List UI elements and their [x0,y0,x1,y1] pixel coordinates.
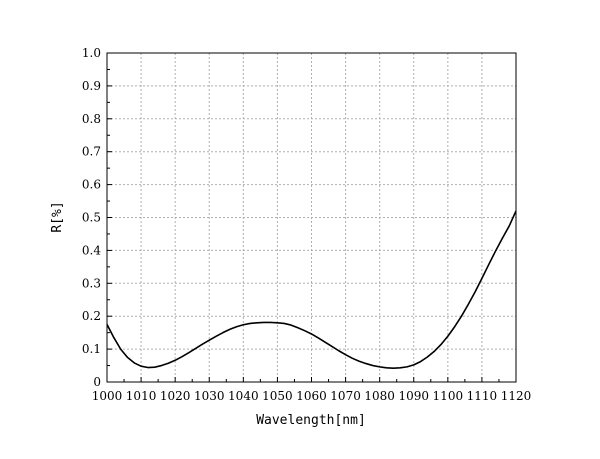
y-tick-label: 1.0 [82,46,101,60]
x-axis-title: Wavelength[nm] [256,413,366,428]
grid-lines [107,53,516,382]
y-tick-label: 0.6 [82,178,101,192]
y-tick-label: 0.8 [82,112,101,126]
y-tick-label: 0.5 [82,211,101,225]
x-tick-label: 1110 [467,389,498,403]
reflectance-curve [106,210,517,369]
y-tick-labels: 0 0.1 0.2 0.3 0.4 0.5 0.6 0.7 0.8 0.9 1.0 [82,46,101,389]
x-tick-label: 1050 [262,389,293,403]
x-tick-label: 1030 [194,389,225,403]
x-tick-label: 1120 [501,389,532,403]
x-tick-label: 1090 [398,389,429,403]
x-tick-label: 1060 [296,389,327,403]
x-tick-label: 1100 [433,389,464,403]
y-axis-title: R[%] [50,201,65,232]
y-tick-label: 0 [93,375,101,389]
x-tick-labels: 1000 1010 1020 1030 1040 1050 1060 1070 1080 1090… [92,389,532,403]
y-tick-label: 0.3 [82,276,101,290]
y-tick-label: 0.4 [82,243,101,257]
x-tick-label: 1080 [364,389,395,403]
y-tick-label: 0.7 [82,145,101,159]
axis-ticks [106,52,517,383]
y-tick-label: 0.2 [82,309,101,323]
y-tick-label: 0.9 [82,79,101,93]
x-tick-label: 1000 [92,389,123,403]
y-tick-label: 0.1 [82,342,101,356]
x-tick-label: 1040 [228,389,259,403]
x-tick-label: 1020 [160,389,191,403]
x-tick-label: 1010 [126,389,157,403]
x-tick-label: 1070 [330,389,361,403]
